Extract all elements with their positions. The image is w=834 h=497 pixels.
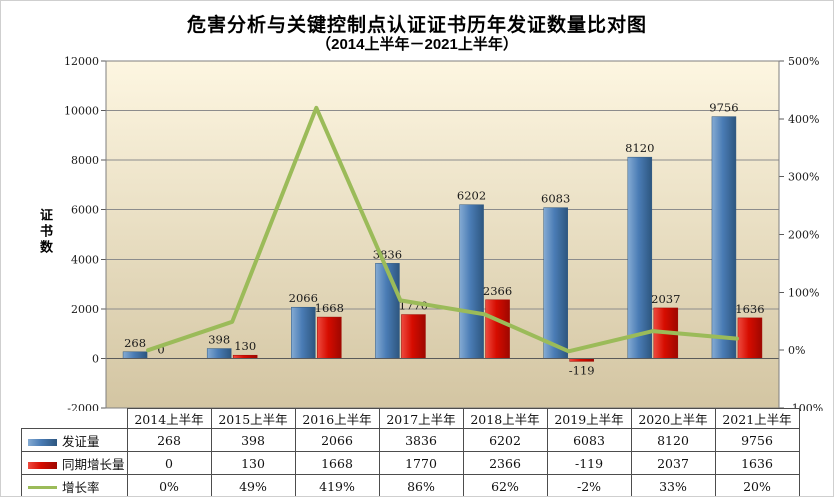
bar-value-label: -119 <box>569 363 595 377</box>
table-cell: 33% <box>630 474 716 496</box>
y-axis-tick-label: 2000 <box>71 303 99 316</box>
bar-发证量-2019上半年 <box>543 207 568 359</box>
y-axis-tick-label: 4000 <box>71 253 99 266</box>
y-axis-tick-label: -2000 <box>67 402 99 411</box>
secondary-axis-tick-label: 300% <box>788 171 819 184</box>
table-cell: 268 <box>126 428 212 452</box>
table-cell: 49% <box>210 474 296 496</box>
bar-value-label: 6202 <box>457 189 486 203</box>
table-row-增长率: 增长率 0% 49% 419% 86% 62% -2% 33% 20% <box>21 474 800 496</box>
category-header: 2017上半年 <box>378 408 464 429</box>
bar-发证量-2017上半年 <box>375 263 400 359</box>
table-cell: -119 <box>546 451 632 475</box>
secondary-axis-tick-label: 100% <box>788 286 819 299</box>
table-cell: 2066 <box>294 428 380 452</box>
secondary-axis-tick-label: 500% <box>788 55 819 68</box>
category-header: 2019上半年 <box>546 408 632 429</box>
table-cell: 6083 <box>546 428 632 452</box>
bar-value-label: 9756 <box>709 101 738 115</box>
category-header: 2018上半年 <box>462 408 548 429</box>
table-cell: 2366 <box>462 451 548 475</box>
y-axis-tick-label: 0 <box>92 352 99 365</box>
table-cell: 1770 <box>378 451 464 475</box>
table-cell: 2037 <box>630 451 716 475</box>
table-cell: 9756 <box>714 428 800 452</box>
table-cell: 8120 <box>630 428 716 452</box>
table-cell: 1668 <box>294 451 380 475</box>
table-cell: 130 <box>210 451 296 475</box>
bar-同期增长量-2017上半年 <box>401 314 426 359</box>
table-row-发证量: 发证量 268 398 2066 3836 6202 6083 8120 9756 <box>21 428 800 452</box>
chart-title: 危害分析与关键控制点认证证书历年发证数量比对图 <box>186 15 647 36</box>
table-row-同期增长量: 同期增长量 0 130 1668 1770 2366 -119 2037 1636 <box>21 451 800 475</box>
table-cell: 0 <box>126 451 212 475</box>
table-cell: 3836 <box>378 428 464 452</box>
bar-同期增长量-2018上半年 <box>485 299 510 359</box>
bar-发证量-2014上半年 <box>122 351 148 359</box>
bar-发证量-2020上半年 <box>627 156 653 359</box>
bar-value-label: 2366 <box>483 284 512 298</box>
table-cell: 398 <box>210 428 296 452</box>
bar-value-label: 2066 <box>289 291 318 305</box>
y-axis-tick-label: 8000 <box>71 154 99 167</box>
bar-发证量-2015上半年 <box>206 348 232 359</box>
secondary-axis-tick-label: -100% <box>788 402 823 411</box>
y-axis-tick-label: 12000 <box>64 55 99 68</box>
legend-item-发证量: 发证量 <box>21 428 128 452</box>
legend-line-swatch <box>28 485 57 489</box>
legend-label: 发证量 <box>62 433 100 449</box>
table-cell: 419% <box>294 474 380 496</box>
legend-bar-swatch <box>28 461 57 469</box>
bar-value-label: 6083 <box>541 192 570 206</box>
data-table: 2014上半年 2015上半年 2016上半年 2017上半年 2018上半年 2019上… <box>21 408 800 496</box>
table-header-row: 2014上半年 2015上半年 2016上半年 2017上半年 2018上半年 2019上… <box>22 408 800 429</box>
bar-发证量-2021上半年 <box>711 116 737 359</box>
table-body: 2014上半年 2015上半年 2016上半年 2017上半年 2018上半年 2019上… <box>21 408 800 496</box>
bar-value-label: 398 <box>208 333 230 347</box>
bar-同期增长量-2016上半年 <box>317 316 342 359</box>
bar-value-label: 1668 <box>315 301 344 315</box>
legend-label: 增长率 <box>62 479 100 495</box>
table-cell: 20% <box>714 474 800 496</box>
secondary-axis-tick-label: 0% <box>788 344 805 357</box>
secondary-axis-tick-label: 200% <box>788 229 819 242</box>
table-corner-spacer <box>22 409 128 429</box>
bar-发证量-2016上半年 <box>291 306 316 359</box>
y-axis-title: 证书数 <box>37 208 52 256</box>
bar-value-label: 268 <box>124 336 146 350</box>
category-header: 2020上半年 <box>630 408 716 429</box>
legend-label: 同期增长量 <box>62 456 125 472</box>
bar-value-label: 2037 <box>651 292 680 306</box>
y-axis-tick-label: 6000 <box>71 204 99 217</box>
legend-bar-swatch <box>28 438 57 446</box>
bar-value-label: 8120 <box>625 141 654 155</box>
bar-同期增长量-2021上半年 <box>737 317 763 359</box>
bar-value-label: 0 <box>157 342 164 356</box>
table-cell: 1636 <box>714 451 800 475</box>
category-header: 2014上半年 <box>126 408 212 429</box>
legend-item-同期增长量: 同期增长量 <box>21 451 128 475</box>
table-cell: 62% <box>462 474 548 496</box>
bar-value-label: 1636 <box>735 302 764 316</box>
chart-subtitle: （2014上半年－2021上半年） <box>316 36 518 53</box>
secondary-axis-tick-label: 400% <box>788 113 819 126</box>
growth-rate-line <box>146 105 739 354</box>
table-cell: -2% <box>546 474 632 496</box>
table-cell: 6202 <box>462 428 548 452</box>
table-cell: 86% <box>378 474 464 496</box>
legend-item-增长率: 增长率 <box>21 474 128 496</box>
category-header: 2015上半年 <box>210 408 296 429</box>
category-header: 2016上半年 <box>294 408 380 429</box>
table-cell: 0% <box>126 474 212 496</box>
plot-area: 12000 10000 8000 6000 4000 2000 0 -2000 500% 400%… <box>64 55 823 411</box>
bar-发证量-2018上半年 <box>459 204 484 359</box>
category-header: 2021上半年 <box>714 408 800 429</box>
bar-value-label: 130 <box>234 339 256 353</box>
y-axis-tick-label: 10000 <box>64 105 99 118</box>
